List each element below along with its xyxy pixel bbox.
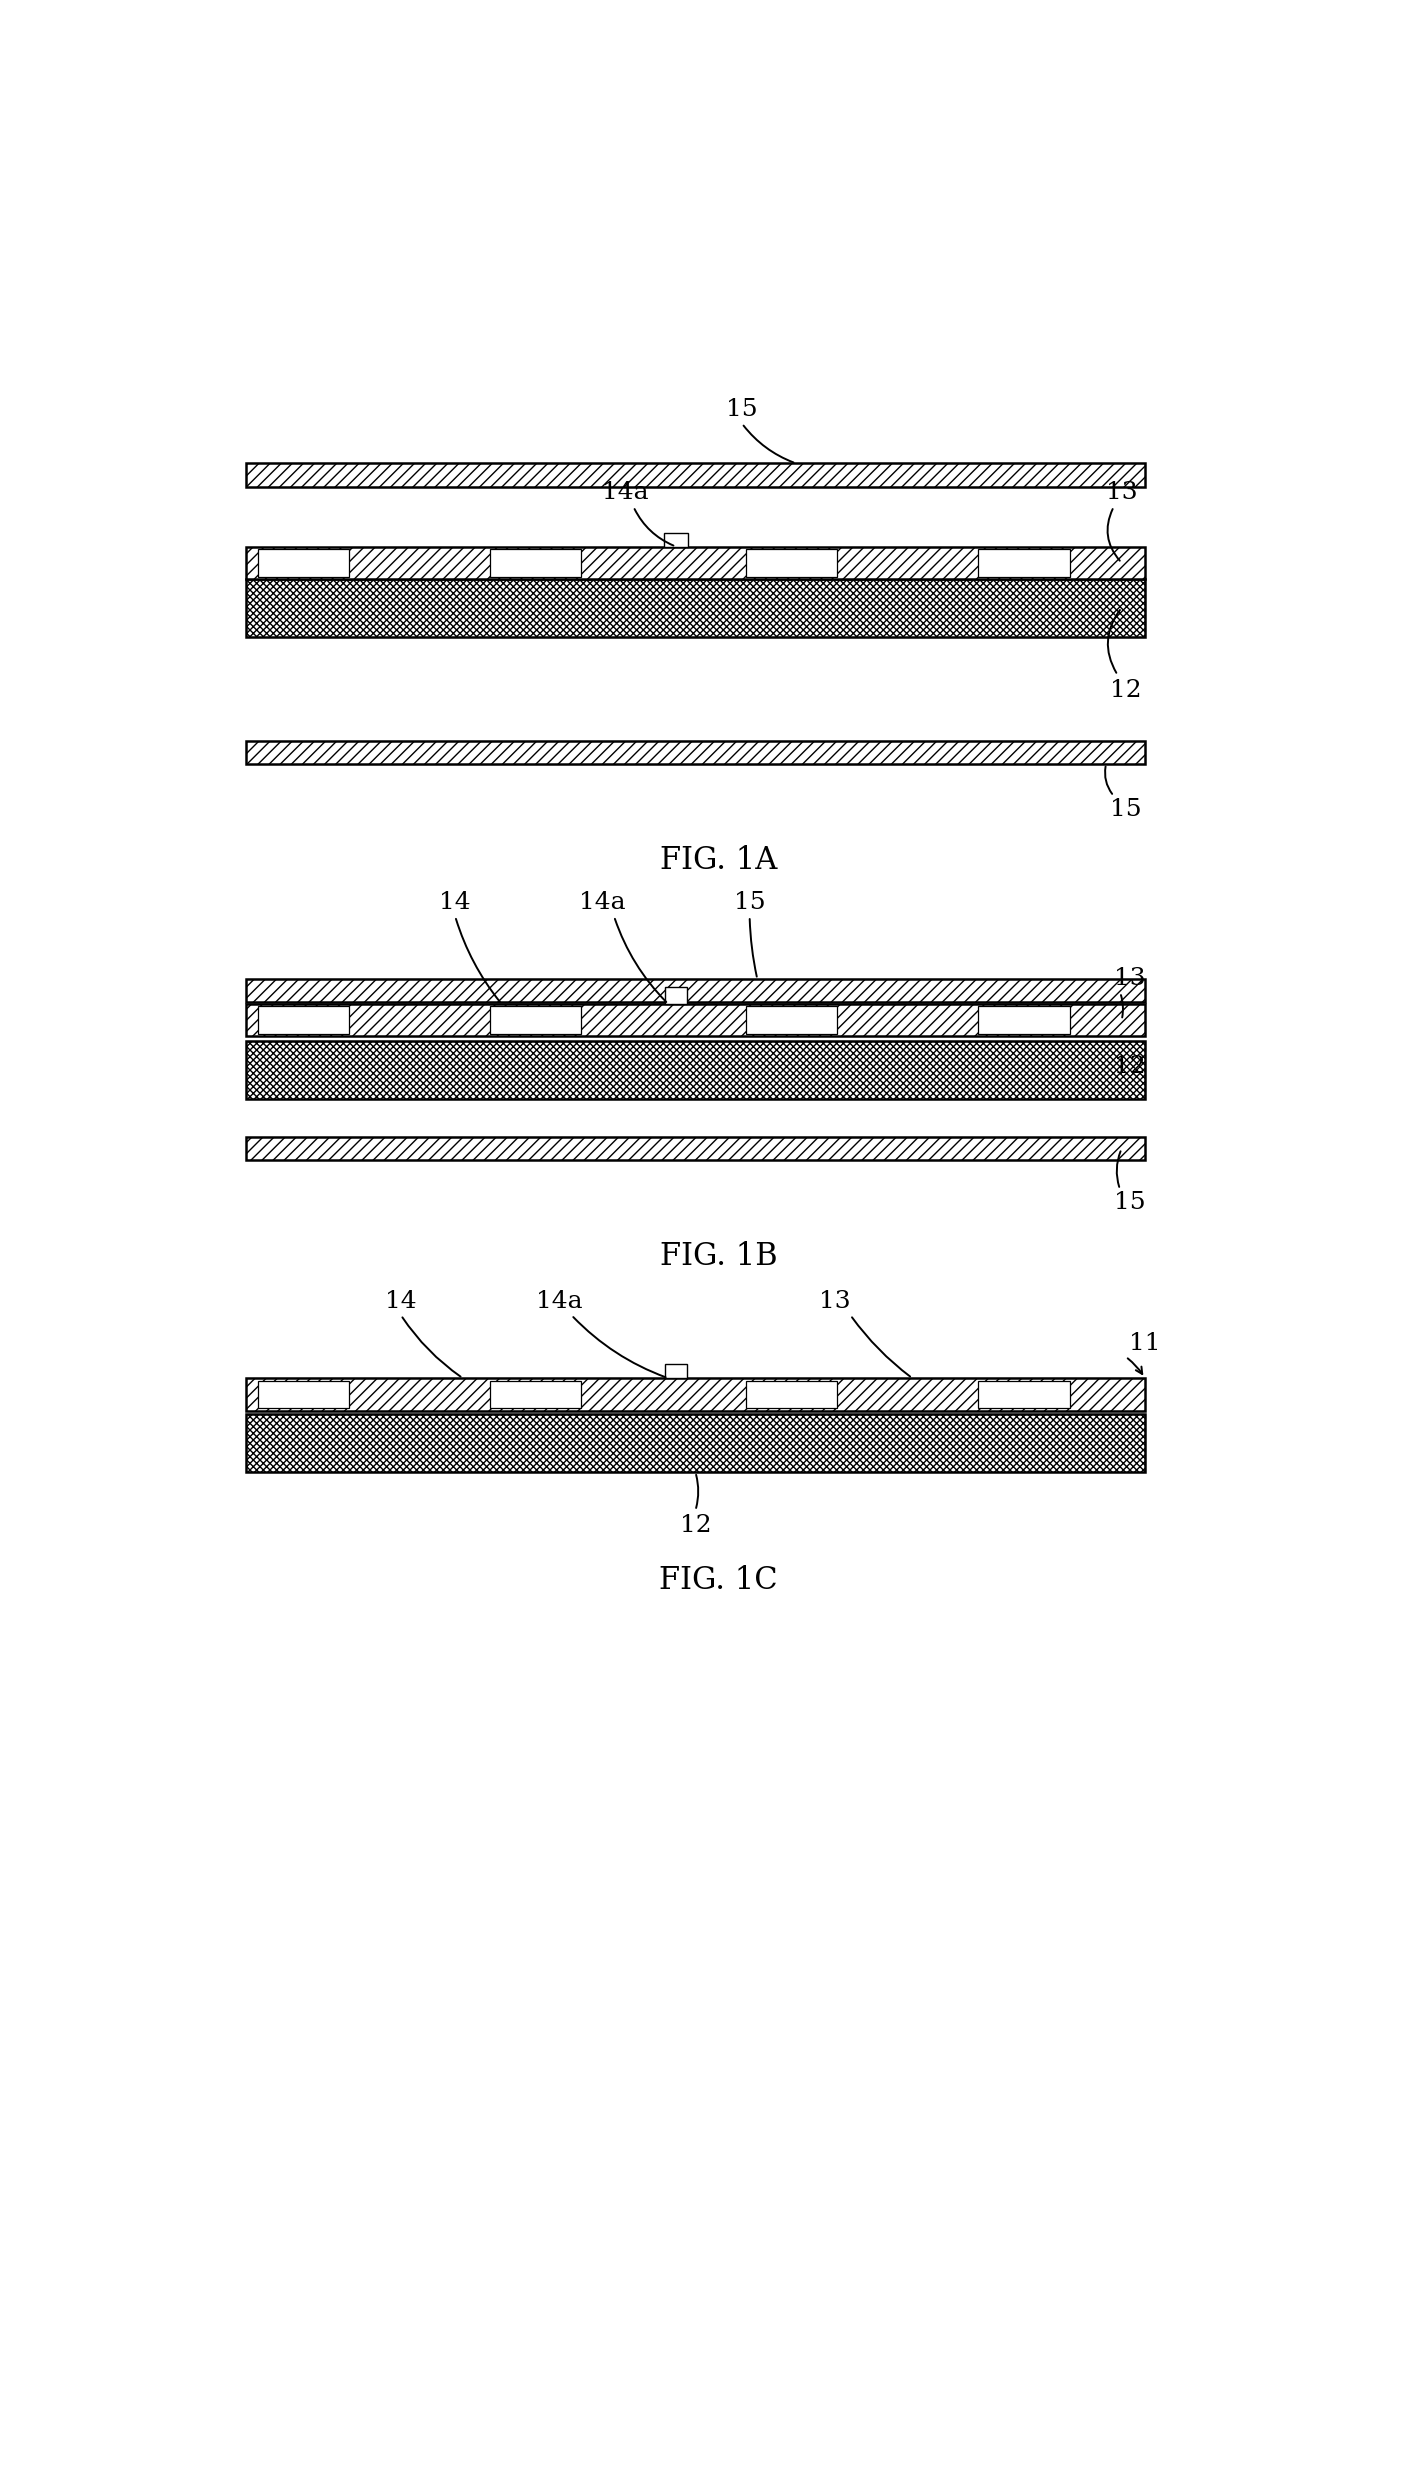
Bar bbox=[247, 463, 1146, 488]
Text: FIG. 1C: FIG. 1C bbox=[659, 1565, 778, 1595]
Text: 15: 15 bbox=[1110, 797, 1141, 822]
Bar bbox=[978, 550, 1069, 577]
Bar bbox=[258, 1382, 349, 1409]
Bar bbox=[247, 579, 1146, 636]
Text: 11: 11 bbox=[1130, 1332, 1161, 1354]
Bar bbox=[978, 1382, 1069, 1409]
Bar bbox=[665, 1364, 686, 1379]
Text: 14: 14 bbox=[440, 891, 471, 914]
Text: 14a: 14a bbox=[602, 480, 650, 505]
Text: FIG. 1B: FIG. 1B bbox=[659, 1240, 778, 1273]
Bar bbox=[745, 1005, 837, 1035]
Text: 13: 13 bbox=[1115, 968, 1146, 990]
Bar bbox=[247, 547, 1146, 579]
Text: 12: 12 bbox=[679, 1515, 712, 1538]
Bar bbox=[247, 980, 1146, 1003]
Bar bbox=[490, 1005, 582, 1035]
Text: 15: 15 bbox=[734, 891, 765, 914]
Text: 12: 12 bbox=[1115, 1055, 1146, 1077]
Text: 14a: 14a bbox=[579, 891, 626, 914]
Bar bbox=[247, 1003, 1146, 1037]
Bar bbox=[665, 988, 686, 1003]
Bar bbox=[664, 532, 689, 547]
Bar bbox=[490, 1382, 582, 1409]
Text: 13: 13 bbox=[819, 1290, 851, 1312]
Text: 15: 15 bbox=[1115, 1191, 1146, 1213]
Bar bbox=[490, 550, 582, 577]
Bar bbox=[247, 740, 1146, 763]
Bar bbox=[745, 1382, 837, 1409]
Text: FIG. 1A: FIG. 1A bbox=[659, 844, 778, 877]
Text: 15: 15 bbox=[726, 399, 758, 421]
Text: 14a: 14a bbox=[537, 1290, 583, 1312]
Bar bbox=[247, 1379, 1146, 1411]
Text: 13: 13 bbox=[1106, 480, 1137, 505]
Bar bbox=[247, 1136, 1146, 1161]
Bar bbox=[247, 1040, 1146, 1099]
Bar bbox=[978, 1005, 1069, 1035]
Text: 14: 14 bbox=[385, 1290, 417, 1312]
Text: 12: 12 bbox=[1110, 678, 1141, 703]
Bar bbox=[247, 1414, 1146, 1473]
Bar bbox=[258, 550, 349, 577]
Bar bbox=[745, 550, 837, 577]
Bar bbox=[258, 1005, 349, 1035]
